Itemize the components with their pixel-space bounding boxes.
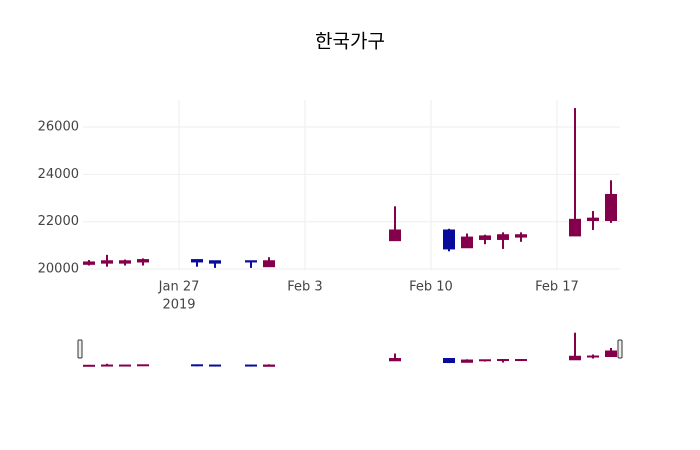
slider-candle-body [137,364,149,367]
y-tick-label: 20000 [38,262,79,277]
slider-candle-body [245,364,257,367]
candle-body [209,260,221,264]
x-tick-label: Jan 27 [158,280,200,295]
candle-body [479,235,491,240]
slider-handle[interactable] [617,339,623,359]
candle-body [515,234,527,238]
x-tick-label: Feb 17 [535,280,579,295]
y-tick-label: 26000 [38,119,79,134]
slider-candle-body [191,364,203,367]
candle-body [191,259,203,263]
y-tick-label: 22000 [38,214,79,229]
x-tick-label: Feb 3 [287,280,322,295]
slider-candle-body [443,358,455,364]
candle-body [497,234,509,240]
y-tick-label: 24000 [38,167,79,182]
slider-candle-body [83,364,95,367]
candle-body [101,260,113,264]
candle-body [137,259,149,263]
candle-body [461,236,473,249]
slider-candle-body [389,358,401,362]
candle-body [569,218,581,237]
candle-body [587,217,599,222]
candle-body [83,261,95,265]
candle-body [389,229,401,242]
candle-body [119,260,131,264]
candle-body [443,229,455,250]
slider-candle-body [479,359,491,362]
slider-candle-body [569,355,581,361]
slider-candle-body [263,364,275,367]
slider-candle-body [515,359,527,362]
candle-body [263,260,275,268]
slider-handle[interactable] [77,339,83,359]
chart-title: 한국가구 [315,31,385,53]
candle-body [605,193,617,222]
slider-candle-body [209,364,221,367]
slider-candle-body [461,359,473,363]
slider-candle-body [605,350,617,358]
slider-candle-body [119,364,131,367]
candle-body [245,260,257,263]
slider-candle-body [497,359,509,362]
slider-candle-body [101,364,113,367]
x-tick-sublabel: 2019 [162,298,195,313]
x-tick-label: Feb 10 [409,280,453,295]
slider-candle-body [587,355,599,358]
